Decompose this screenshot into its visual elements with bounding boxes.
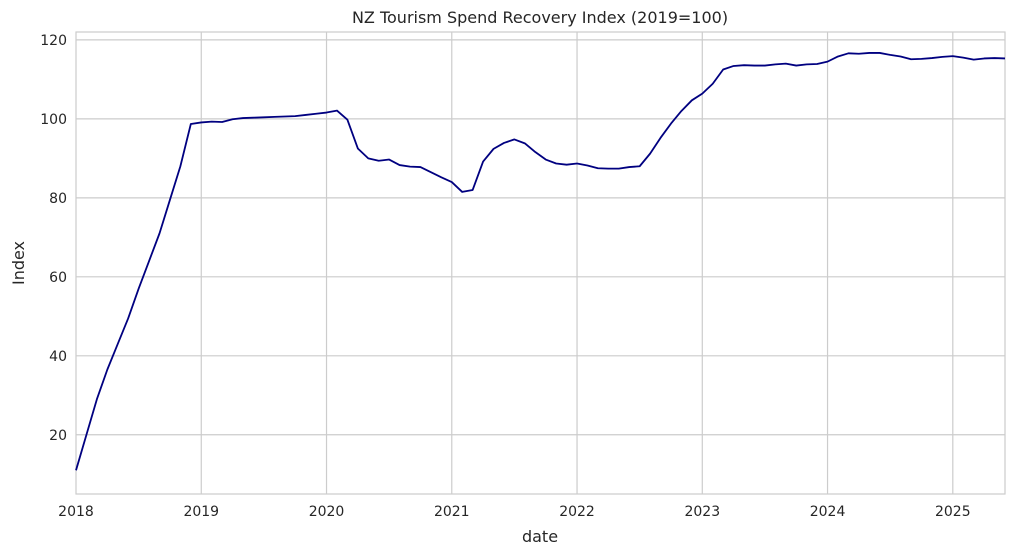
x-tick-label: 2019 (183, 504, 219, 520)
x-tick-label: 2018 (58, 504, 94, 520)
series-line (75, 52, 1006, 471)
y-axis-label: Index (9, 241, 28, 285)
y-tick-label: 60 (49, 270, 67, 286)
y-tick-label: 40 (49, 349, 67, 365)
chart-title: NZ Tourism Spend Recovery Index (2019=10… (352, 8, 728, 27)
x-tick-label: 2025 (935, 504, 971, 520)
y-tick-label: 80 (49, 191, 67, 207)
y-tick-label: 100 (40, 112, 67, 128)
tick-labels: 20 40 60 80 100 120 2018 2019 2020 2021 2022 2023 20… (40, 33, 970, 520)
x-tick-label: 2020 (309, 504, 345, 520)
x-tick-label: 2023 (684, 504, 720, 520)
plot-frame (75, 31, 1006, 495)
x-tick-label: 2024 (810, 504, 846, 520)
x-axis-label: date (522, 527, 558, 546)
grid (76, 32, 1005, 494)
x-tick-label: 2021 (434, 504, 470, 520)
y-tick-label: 20 (49, 428, 67, 444)
series-layer (75, 52, 1006, 471)
x-tick-label: 2022 (559, 504, 595, 520)
y-tick-label: 120 (40, 33, 67, 49)
